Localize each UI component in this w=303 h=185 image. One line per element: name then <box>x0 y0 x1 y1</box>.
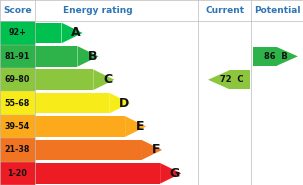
Bar <box>0 21 35 45</box>
Text: 86  B: 86 B <box>264 52 287 61</box>
Bar <box>35 23 62 43</box>
Text: Potential: Potential <box>254 6 301 15</box>
Text: 1-20: 1-20 <box>8 169 27 178</box>
Polygon shape <box>109 93 130 113</box>
Bar <box>35 163 160 184</box>
Text: Current: Current <box>205 6 245 15</box>
Text: 72  C: 72 C <box>220 75 244 84</box>
Text: A: A <box>72 26 81 39</box>
Text: 69-80: 69-80 <box>5 75 30 84</box>
Text: 92+: 92+ <box>8 28 26 38</box>
Bar <box>35 46 77 67</box>
Polygon shape <box>125 116 146 137</box>
Polygon shape <box>77 46 98 67</box>
Bar <box>35 116 125 137</box>
Text: G: G <box>170 167 180 180</box>
Polygon shape <box>160 163 181 184</box>
Bar <box>229 70 250 89</box>
Text: 21-38: 21-38 <box>5 145 30 154</box>
Bar <box>0 162 35 185</box>
Text: B: B <box>87 50 97 63</box>
Polygon shape <box>208 70 229 89</box>
Polygon shape <box>277 47 298 66</box>
Bar <box>253 47 277 66</box>
Bar <box>0 91 35 115</box>
Text: 81-91: 81-91 <box>5 52 30 61</box>
Polygon shape <box>141 140 162 160</box>
Bar <box>35 69 93 90</box>
Text: D: D <box>119 97 129 110</box>
Text: Score: Score <box>3 6 32 15</box>
Text: E: E <box>136 120 144 133</box>
Text: Energy rating: Energy rating <box>64 6 133 15</box>
Bar <box>35 140 141 160</box>
Text: F: F <box>152 143 160 156</box>
Bar <box>35 93 109 113</box>
Bar <box>0 68 35 91</box>
Polygon shape <box>93 69 115 90</box>
Bar <box>0 45 35 68</box>
Text: 55-68: 55-68 <box>5 99 30 108</box>
Bar <box>0 138 35 162</box>
Bar <box>0 115 35 138</box>
Text: C: C <box>104 73 113 86</box>
Text: 39-54: 39-54 <box>5 122 30 131</box>
Polygon shape <box>62 23 82 43</box>
